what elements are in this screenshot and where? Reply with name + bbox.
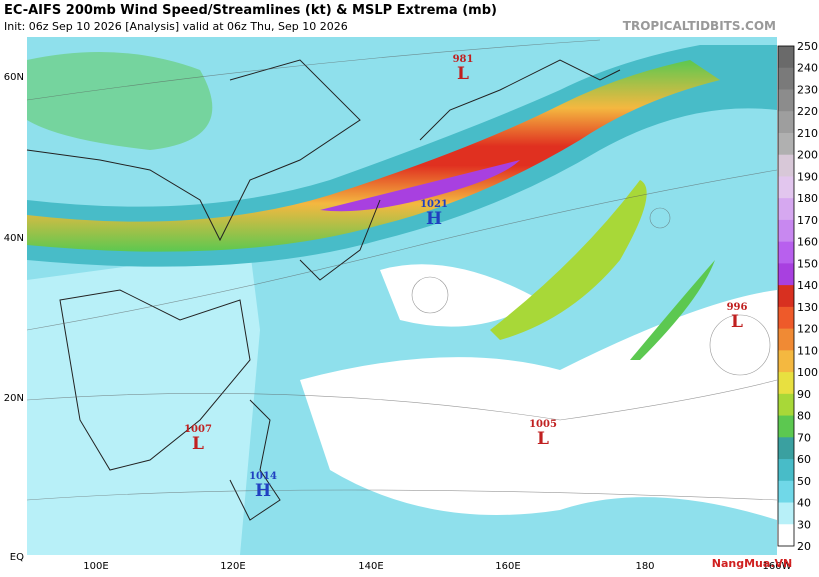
- colorbar-label: 210: [797, 127, 818, 140]
- lon-label: 140E: [358, 561, 383, 572]
- lon-label: 120E: [220, 561, 245, 572]
- longitude-labels: 100E 120E 140E 160E 180 160W: [83, 561, 791, 572]
- jet-branch: [630, 260, 715, 360]
- watermark: NangMua.VN: [712, 557, 792, 570]
- lon-label: 160W: [763, 561, 792, 572]
- subtitle: Init: 06z Sep 10 2026 [Analysis] valid a…: [4, 20, 348, 33]
- colorbar-label: 180: [797, 192, 818, 205]
- pressure-value: 996: [727, 302, 748, 313]
- colorbar-label: 230: [797, 83, 818, 96]
- pressure-value: 1007: [184, 424, 212, 435]
- jet-stream: [27, 60, 720, 252]
- pressure-letter: H: [255, 481, 271, 501]
- colorbar-segment: [778, 241, 794, 264]
- colorbar-segment: [778, 350, 794, 373]
- colorbar-label: 240: [797, 62, 818, 75]
- lat-label: EQ: [10, 552, 24, 563]
- wind-region: [27, 250, 260, 555]
- colorbar-segment: [778, 89, 794, 112]
- jet-core: [320, 160, 520, 212]
- colorbar-label: 90: [797, 388, 811, 401]
- pressure-letter: L: [457, 64, 469, 84]
- colorbar-label: 170: [797, 214, 818, 227]
- colorbar-segment: [778, 176, 794, 199]
- colorbar-label: 110: [797, 344, 818, 357]
- colorbar-segment: [778, 437, 794, 460]
- colorbar-segment: [778, 198, 794, 221]
- colorbar-segment: [778, 219, 794, 243]
- wind-region: [27, 52, 213, 150]
- colorbar-segment: [778, 328, 794, 351]
- colorbar-segment: [778, 111, 794, 134]
- pressure-letter: L: [192, 434, 204, 454]
- colorbar-label: 40: [797, 497, 811, 510]
- colorbar-label: 190: [797, 170, 818, 183]
- colorbar-label: 160: [797, 236, 818, 249]
- colorbar-label: 30: [797, 518, 811, 531]
- coastline: [26, 59, 621, 521]
- colorbar-segment: [778, 524, 794, 547]
- colorbar-label: 70: [797, 431, 811, 444]
- calm-region: [300, 290, 777, 520]
- colorbar-label: 80: [797, 410, 811, 423]
- map: [26, 37, 778, 555]
- colorbar-frame: [777, 45, 795, 547]
- pressure-letter: L: [731, 312, 743, 332]
- pressure-value: 1005: [529, 419, 557, 430]
- colorbar-label: 140: [797, 279, 818, 292]
- colorbar-segment: [778, 132, 794, 156]
- colorbar-segment: [778, 393, 794, 417]
- colorbar-label: 120: [797, 323, 818, 336]
- colorbar-segment: [778, 263, 794, 286]
- colorbar-segment: [778, 459, 794, 482]
- pressure-letter: H: [426, 209, 442, 229]
- colorbar-segment: [778, 502, 794, 525]
- colorbar-segment: [778, 415, 794, 438]
- source: TROPICALTIDBITS.COM: [623, 19, 776, 33]
- colorbar-label: 220: [797, 105, 818, 118]
- colorbar-label: 60: [797, 453, 811, 466]
- colorbar-label: 250: [797, 40, 818, 53]
- colorbar-segment: [778, 67, 794, 90]
- lat-label: 40N: [4, 233, 24, 244]
- colorbar-segment: [778, 46, 794, 69]
- lon-label: 160E: [495, 561, 520, 572]
- lon-label: 100E: [83, 561, 108, 572]
- streamlines: [26, 39, 778, 501]
- colorbar-segment: [778, 372, 794, 395]
- pressure-value: 1021: [420, 199, 448, 210]
- title: EC-AIFS 200mb Wind Speed/Streamlines (kt…: [4, 3, 497, 18]
- colorbar-label: 130: [797, 301, 818, 314]
- colorbar-segment: [778, 480, 794, 504]
- colorbar-label: 200: [797, 149, 818, 162]
- jet-branch: [490, 180, 647, 340]
- lat-label: 60N: [4, 72, 24, 83]
- colorbar-label: 150: [797, 257, 818, 270]
- lon-label: 180: [635, 561, 654, 572]
- colorbar-label: 100: [797, 366, 818, 379]
- colorbar-segment: [778, 306, 794, 330]
- pressure-value: 981: [453, 54, 474, 65]
- colorbar-segment: [778, 285, 794, 308]
- colorbar-label: 50: [797, 475, 811, 488]
- colorbar-segment: [778, 154, 794, 177]
- pressure-value: 1014: [249, 471, 277, 482]
- lat-label: 20N: [4, 393, 24, 404]
- colorbar-label: 20: [797, 540, 811, 553]
- pressure-letter: L: [537, 429, 549, 449]
- latitude-labels: 60N 40N 20N EQ: [4, 72, 24, 563]
- colorbar: 250 240 230 220 210 200 190 180 170 160 150 140 130 1…: [777, 40, 818, 553]
